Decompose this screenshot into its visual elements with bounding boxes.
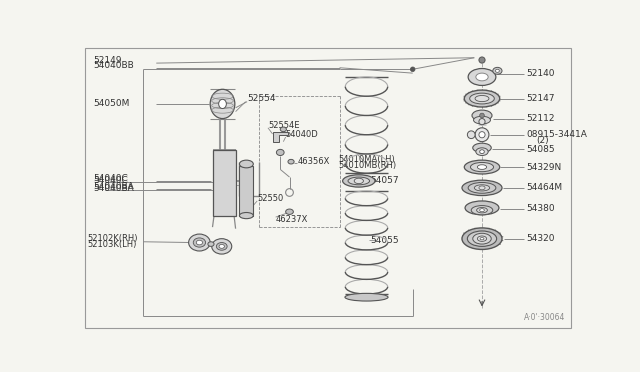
Text: 46237X: 46237X: [276, 215, 308, 224]
Text: 52554E: 52554E: [268, 121, 300, 130]
Ellipse shape: [462, 180, 502, 196]
Ellipse shape: [473, 233, 492, 244]
Text: 52103K(LH): 52103K(LH): [88, 240, 137, 249]
Ellipse shape: [280, 127, 287, 132]
Ellipse shape: [239, 212, 253, 219]
Text: 54085: 54085: [526, 145, 554, 154]
Text: 46356X: 46356X: [297, 157, 330, 166]
Ellipse shape: [193, 238, 205, 247]
Text: A·0'·30064: A·0'·30064: [524, 313, 565, 322]
Ellipse shape: [476, 148, 488, 155]
Text: 54329N: 54329N: [526, 163, 561, 171]
Text: 54040C: 54040C: [93, 174, 128, 183]
Ellipse shape: [288, 159, 294, 164]
Ellipse shape: [196, 240, 202, 245]
Text: 54320: 54320: [526, 234, 554, 243]
Text: 54040D: 54040D: [285, 130, 319, 139]
Ellipse shape: [471, 206, 493, 215]
Text: 54050M: 54050M: [93, 99, 129, 108]
Ellipse shape: [465, 201, 499, 215]
Circle shape: [479, 132, 485, 138]
Ellipse shape: [210, 89, 235, 119]
Ellipse shape: [189, 234, 210, 251]
Ellipse shape: [216, 243, 227, 250]
Text: 54010MB(RH): 54010MB(RH): [338, 161, 396, 170]
Ellipse shape: [345, 294, 388, 301]
Bar: [239, 166, 253, 216]
Text: 52554: 52554: [247, 94, 276, 103]
Ellipse shape: [462, 228, 502, 250]
Ellipse shape: [493, 67, 502, 74]
Text: 54057: 54057: [371, 176, 399, 185]
Text: 54040C: 54040C: [93, 176, 128, 185]
Ellipse shape: [239, 160, 253, 168]
Text: 52112: 52112: [526, 114, 554, 123]
Ellipse shape: [479, 119, 485, 125]
Ellipse shape: [479, 186, 485, 190]
Ellipse shape: [473, 143, 492, 153]
Ellipse shape: [208, 242, 214, 246]
Ellipse shape: [468, 183, 496, 193]
Circle shape: [467, 131, 475, 139]
Ellipse shape: [474, 116, 490, 124]
Text: 54040BA: 54040BA: [93, 182, 134, 191]
Text: 54040BA: 54040BA: [93, 184, 134, 193]
Text: 54040BB: 54040BB: [93, 61, 134, 70]
Polygon shape: [273, 132, 288, 142]
Ellipse shape: [285, 209, 293, 214]
Text: 52149: 52149: [93, 55, 122, 64]
Ellipse shape: [470, 163, 493, 172]
Circle shape: [475, 128, 489, 142]
Ellipse shape: [495, 69, 499, 73]
Text: 54464M: 54464M: [526, 183, 562, 192]
Ellipse shape: [472, 110, 492, 121]
Ellipse shape: [348, 177, 369, 185]
Text: 52102K(RH): 52102K(RH): [88, 234, 138, 243]
Ellipse shape: [470, 93, 494, 104]
Ellipse shape: [480, 209, 484, 212]
Circle shape: [480, 113, 484, 118]
Ellipse shape: [354, 178, 364, 184]
Ellipse shape: [474, 185, 490, 191]
Ellipse shape: [477, 165, 486, 169]
Ellipse shape: [480, 238, 484, 240]
Text: 52140: 52140: [526, 70, 554, 78]
Ellipse shape: [477, 208, 488, 213]
Text: W: W: [468, 132, 474, 137]
Ellipse shape: [467, 231, 497, 246]
Ellipse shape: [212, 239, 232, 254]
Circle shape: [479, 57, 485, 63]
Ellipse shape: [342, 175, 375, 187]
Text: 54055: 54055: [371, 236, 399, 245]
Ellipse shape: [476, 73, 488, 81]
Text: 52550: 52550: [257, 194, 284, 203]
Text: 52147: 52147: [526, 94, 554, 103]
Text: 54380: 54380: [526, 204, 554, 213]
Ellipse shape: [468, 68, 496, 86]
Text: 54010MA(LH): 54010MA(LH): [338, 155, 395, 164]
Bar: [212, 150, 236, 216]
Ellipse shape: [219, 244, 225, 248]
Ellipse shape: [480, 150, 484, 154]
Text: 08915-3441A: 08915-3441A: [526, 130, 587, 139]
Circle shape: [410, 67, 415, 71]
Ellipse shape: [475, 96, 489, 102]
Ellipse shape: [219, 99, 227, 109]
Text: (2): (2): [536, 137, 548, 145]
Ellipse shape: [464, 160, 500, 174]
Ellipse shape: [464, 90, 500, 107]
Ellipse shape: [276, 150, 284, 155]
Ellipse shape: [477, 236, 486, 241]
